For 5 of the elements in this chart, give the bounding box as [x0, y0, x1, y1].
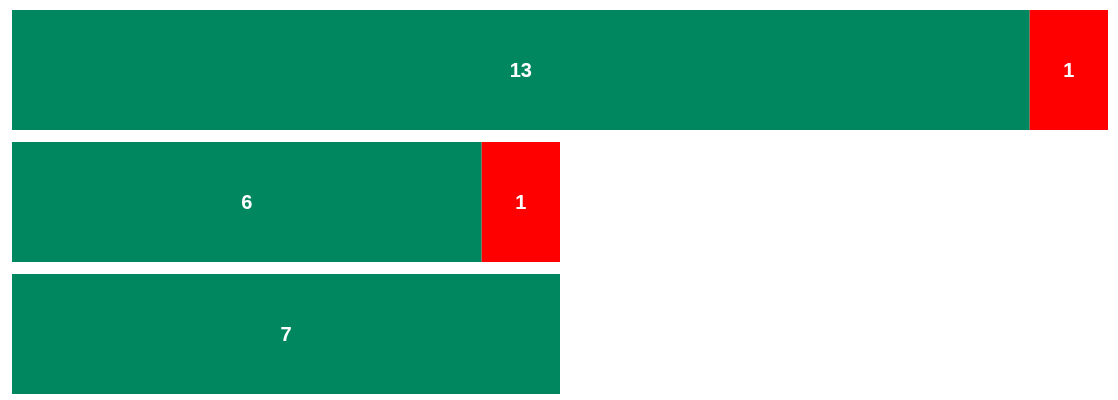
data-label: 1 — [515, 191, 527, 213]
data-label: 6 — [241, 191, 253, 213]
data-label: 7 — [280, 323, 292, 345]
data-label: 1 — [1063, 59, 1075, 81]
data-label: 13 — [509, 59, 532, 81]
